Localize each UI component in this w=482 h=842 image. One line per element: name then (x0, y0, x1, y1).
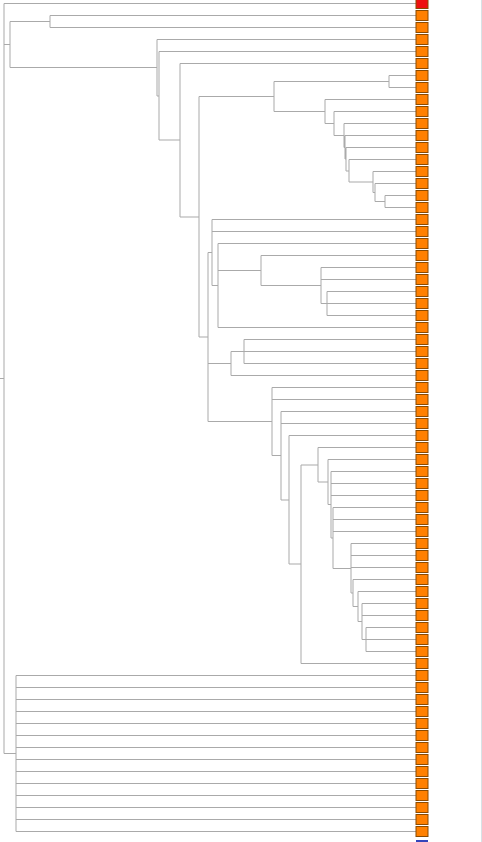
leaf-marker[interactable] (415, 286, 429, 297)
leaf-marker[interactable] (415, 514, 429, 525)
leaf-marker[interactable] (415, 274, 429, 285)
leaf-marker[interactable] (415, 22, 429, 33)
leaf-marker[interactable] (415, 130, 429, 141)
leaf-marker[interactable] (415, 610, 429, 621)
leaf-marker[interactable] (415, 34, 429, 45)
leaf-marker[interactable] (415, 670, 429, 681)
leaf-marker[interactable] (415, 754, 429, 765)
leaf-marker[interactable] (415, 562, 429, 573)
leaf-marker[interactable] (415, 826, 429, 837)
leaf-marker[interactable] (415, 226, 429, 237)
leaf-marker[interactable] (415, 346, 429, 357)
leaf-marker[interactable] (415, 694, 429, 705)
leaf-marker[interactable] (415, 190, 429, 201)
leaf-marker[interactable] (415, 310, 429, 321)
leaf-marker[interactable] (415, 466, 429, 477)
leaf-marker[interactable] (415, 502, 429, 513)
leaf-marker[interactable] (415, 430, 429, 441)
leaf-marker[interactable] (415, 550, 429, 561)
leaf-marker[interactable] (415, 214, 429, 225)
leaf-marker[interactable] (415, 382, 429, 393)
leaf-marker[interactable] (415, 802, 429, 813)
leaf-marker[interactable] (415, 634, 429, 645)
leaf-marker[interactable] (415, 442, 429, 453)
tree-branches (0, 3, 416, 832)
leaf-marker[interactable] (415, 526, 429, 537)
leaf-marker[interactable] (415, 334, 429, 345)
leaf-marker[interactable] (415, 766, 429, 777)
leaf-marker[interactable] (415, 478, 429, 489)
leaf-marker[interactable] (415, 142, 429, 153)
leaf-marker[interactable] (415, 586, 429, 597)
leaf-marker[interactable] (415, 262, 429, 273)
leaf-marker[interactable] (415, 298, 429, 309)
leaf-marker[interactable] (415, 394, 429, 405)
leaf-marker[interactable] (415, 490, 429, 501)
leaf-marker[interactable] (415, 538, 429, 549)
leaf-marker[interactable] (415, 178, 429, 189)
leaf-marker[interactable] (415, 742, 429, 753)
leaf-marker[interactable] (415, 718, 429, 729)
leaf-marker[interactable] (415, 706, 429, 717)
leaf-marker[interactable] (415, 94, 429, 105)
leaf-marker[interactable] (415, 238, 429, 249)
leaf-marker[interactable] (415, 814, 429, 825)
leaf-marker[interactable] (415, 82, 429, 93)
leaf-marker[interactable] (415, 154, 429, 165)
leaf-marker[interactable] (415, 646, 429, 657)
end-marker (416, 840, 428, 842)
leaf-marker[interactable] (415, 682, 429, 693)
leaf-marker[interactable] (415, 358, 429, 369)
leaf-markers (415, 0, 429, 837)
leaf-marker[interactable] (415, 622, 429, 633)
leaf-marker[interactable] (415, 418, 429, 429)
leaf-marker[interactable] (415, 250, 429, 261)
leaf-marker[interactable] (415, 58, 429, 69)
leaf-marker[interactable] (415, 46, 429, 57)
leaf-marker[interactable] (415, 202, 429, 213)
leaf-marker[interactable] (415, 790, 429, 801)
leaf-marker[interactable] (415, 166, 429, 177)
leaf-marker[interactable] (415, 70, 429, 81)
leaf-marker[interactable] (415, 658, 429, 669)
leaf-marker[interactable] (415, 322, 429, 333)
leaf-marker[interactable] (415, 730, 429, 741)
leaf-marker[interactable] (415, 118, 429, 129)
leaf-marker[interactable] (415, 598, 429, 609)
leaf-marker[interactable] (415, 406, 429, 417)
leaf-marker[interactable] (415, 0, 429, 9)
leaf-marker[interactable] (415, 10, 429, 21)
leaf-marker[interactable] (415, 454, 429, 465)
leaf-marker[interactable] (415, 370, 429, 381)
leaf-marker[interactable] (415, 778, 429, 789)
leaf-marker[interactable] (415, 106, 429, 117)
leaf-marker[interactable] (415, 574, 429, 585)
